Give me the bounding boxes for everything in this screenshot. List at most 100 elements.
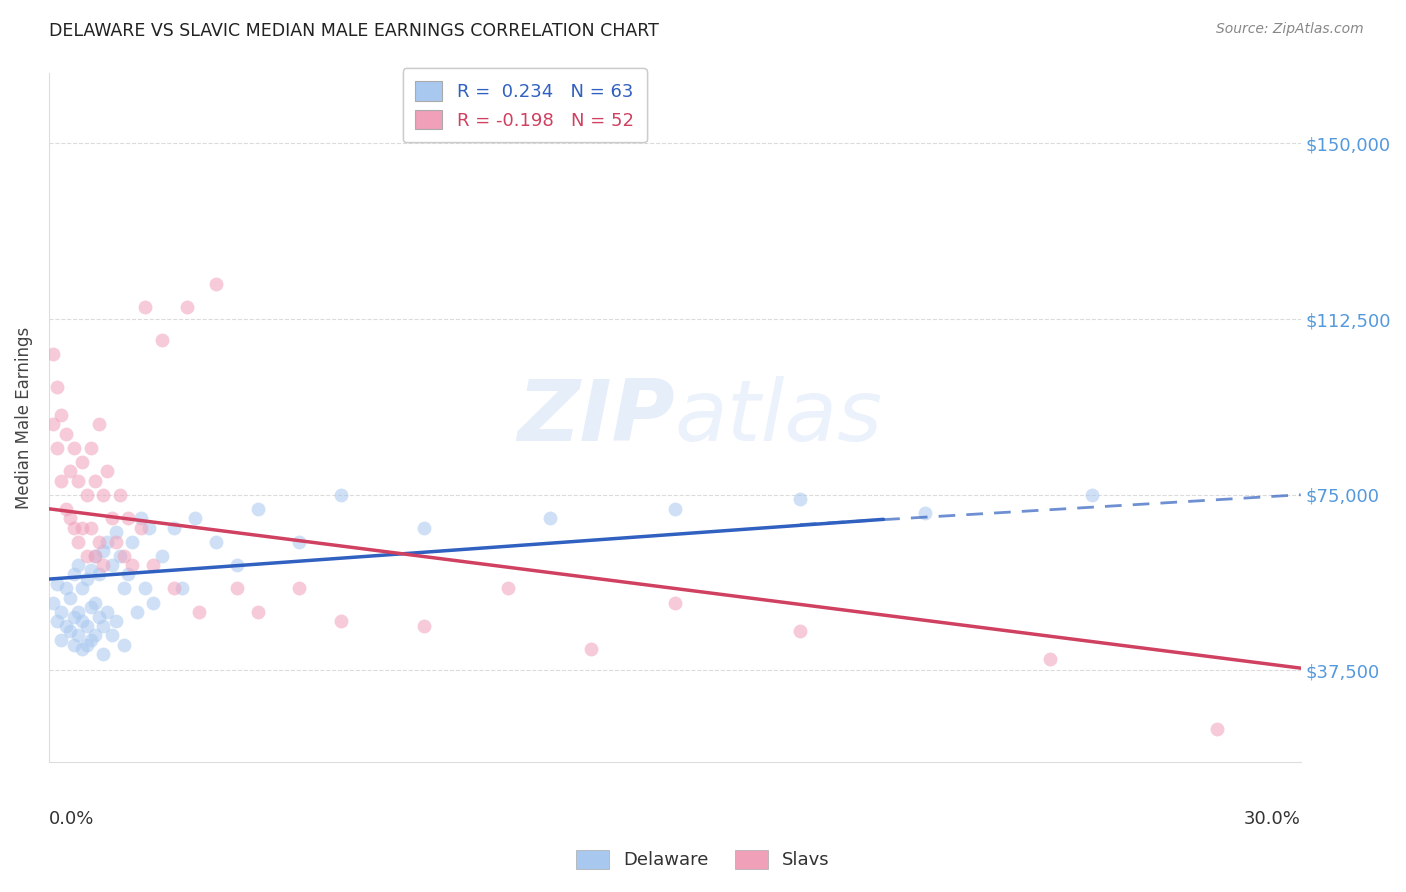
Point xyxy=(96,534,118,549)
Point xyxy=(789,624,811,638)
Point xyxy=(76,572,98,586)
Point xyxy=(176,300,198,314)
Point xyxy=(51,605,73,619)
Point xyxy=(138,520,160,534)
Point xyxy=(46,380,69,394)
Point xyxy=(108,488,131,502)
Point xyxy=(581,642,603,657)
Point xyxy=(80,633,103,648)
Point xyxy=(87,609,110,624)
Point xyxy=(76,638,98,652)
Point xyxy=(1206,722,1229,736)
Point xyxy=(46,441,69,455)
Point xyxy=(63,638,86,652)
Point xyxy=(91,647,114,661)
Point xyxy=(104,534,127,549)
Point xyxy=(246,501,269,516)
Point xyxy=(83,474,105,488)
Text: ZIP: ZIP xyxy=(517,376,675,458)
Point xyxy=(83,628,105,642)
Point xyxy=(59,624,82,638)
Point xyxy=(76,619,98,633)
Point xyxy=(104,525,127,540)
Point xyxy=(96,464,118,478)
Point xyxy=(246,605,269,619)
Point xyxy=(205,534,228,549)
Point xyxy=(55,582,77,596)
Point xyxy=(72,614,94,628)
Text: atlas: atlas xyxy=(675,376,883,458)
Point xyxy=(63,520,86,534)
Point xyxy=(188,605,211,619)
Text: Source: ZipAtlas.com: Source: ZipAtlas.com xyxy=(1216,22,1364,37)
Point xyxy=(87,417,110,432)
Point xyxy=(125,605,148,619)
Legend: Delaware, Slavs: Delaware, Slavs xyxy=(567,841,839,879)
Point xyxy=(80,600,103,615)
Point xyxy=(664,595,686,609)
Point xyxy=(55,426,77,441)
Point xyxy=(55,619,77,633)
Point xyxy=(59,591,82,605)
Text: 0.0%: 0.0% xyxy=(49,810,94,828)
Point xyxy=(914,507,936,521)
Point xyxy=(1081,488,1104,502)
Point xyxy=(538,511,561,525)
Point xyxy=(91,619,114,633)
Point xyxy=(91,488,114,502)
Point xyxy=(67,628,90,642)
Point xyxy=(121,558,143,572)
Point xyxy=(288,582,311,596)
Point xyxy=(42,595,65,609)
Point xyxy=(129,511,152,525)
Point xyxy=(789,492,811,507)
Point xyxy=(42,347,65,361)
Point xyxy=(163,582,186,596)
Point xyxy=(112,582,135,596)
Point xyxy=(163,520,186,534)
Point xyxy=(112,549,135,563)
Point xyxy=(72,642,94,657)
Point xyxy=(83,549,105,563)
Point xyxy=(91,544,114,558)
Point xyxy=(142,558,165,572)
Point xyxy=(72,455,94,469)
Point xyxy=(72,520,94,534)
Point xyxy=(46,614,69,628)
Point xyxy=(225,558,247,572)
Point xyxy=(100,558,122,572)
Point xyxy=(496,582,519,596)
Point xyxy=(129,520,152,534)
Point xyxy=(63,441,86,455)
Point xyxy=(51,474,73,488)
Point xyxy=(117,567,139,582)
Y-axis label: Median Male Earnings: Median Male Earnings xyxy=(15,326,32,508)
Point xyxy=(91,558,114,572)
Text: 30.0%: 30.0% xyxy=(1244,810,1301,828)
Point xyxy=(55,501,77,516)
Point xyxy=(63,567,86,582)
Point xyxy=(63,609,86,624)
Point xyxy=(112,638,135,652)
Point xyxy=(76,488,98,502)
Text: DELAWARE VS SLAVIC MEDIAN MALE EARNINGS CORRELATION CHART: DELAWARE VS SLAVIC MEDIAN MALE EARNINGS … xyxy=(49,22,659,40)
Point xyxy=(59,511,82,525)
Point xyxy=(67,534,90,549)
Point xyxy=(67,558,90,572)
Point xyxy=(330,614,353,628)
Point xyxy=(87,534,110,549)
Point xyxy=(205,277,228,291)
Point xyxy=(83,549,105,563)
Point xyxy=(288,534,311,549)
Point xyxy=(150,549,173,563)
Point xyxy=(104,614,127,628)
Point xyxy=(1039,652,1062,666)
Point xyxy=(67,474,90,488)
Point xyxy=(121,534,143,549)
Point xyxy=(100,511,122,525)
Point xyxy=(76,549,98,563)
Point xyxy=(51,408,73,422)
Point xyxy=(134,582,156,596)
Point xyxy=(46,576,69,591)
Legend: R =  0.234   N = 63, R = -0.198   N = 52: R = 0.234 N = 63, R = -0.198 N = 52 xyxy=(402,68,647,143)
